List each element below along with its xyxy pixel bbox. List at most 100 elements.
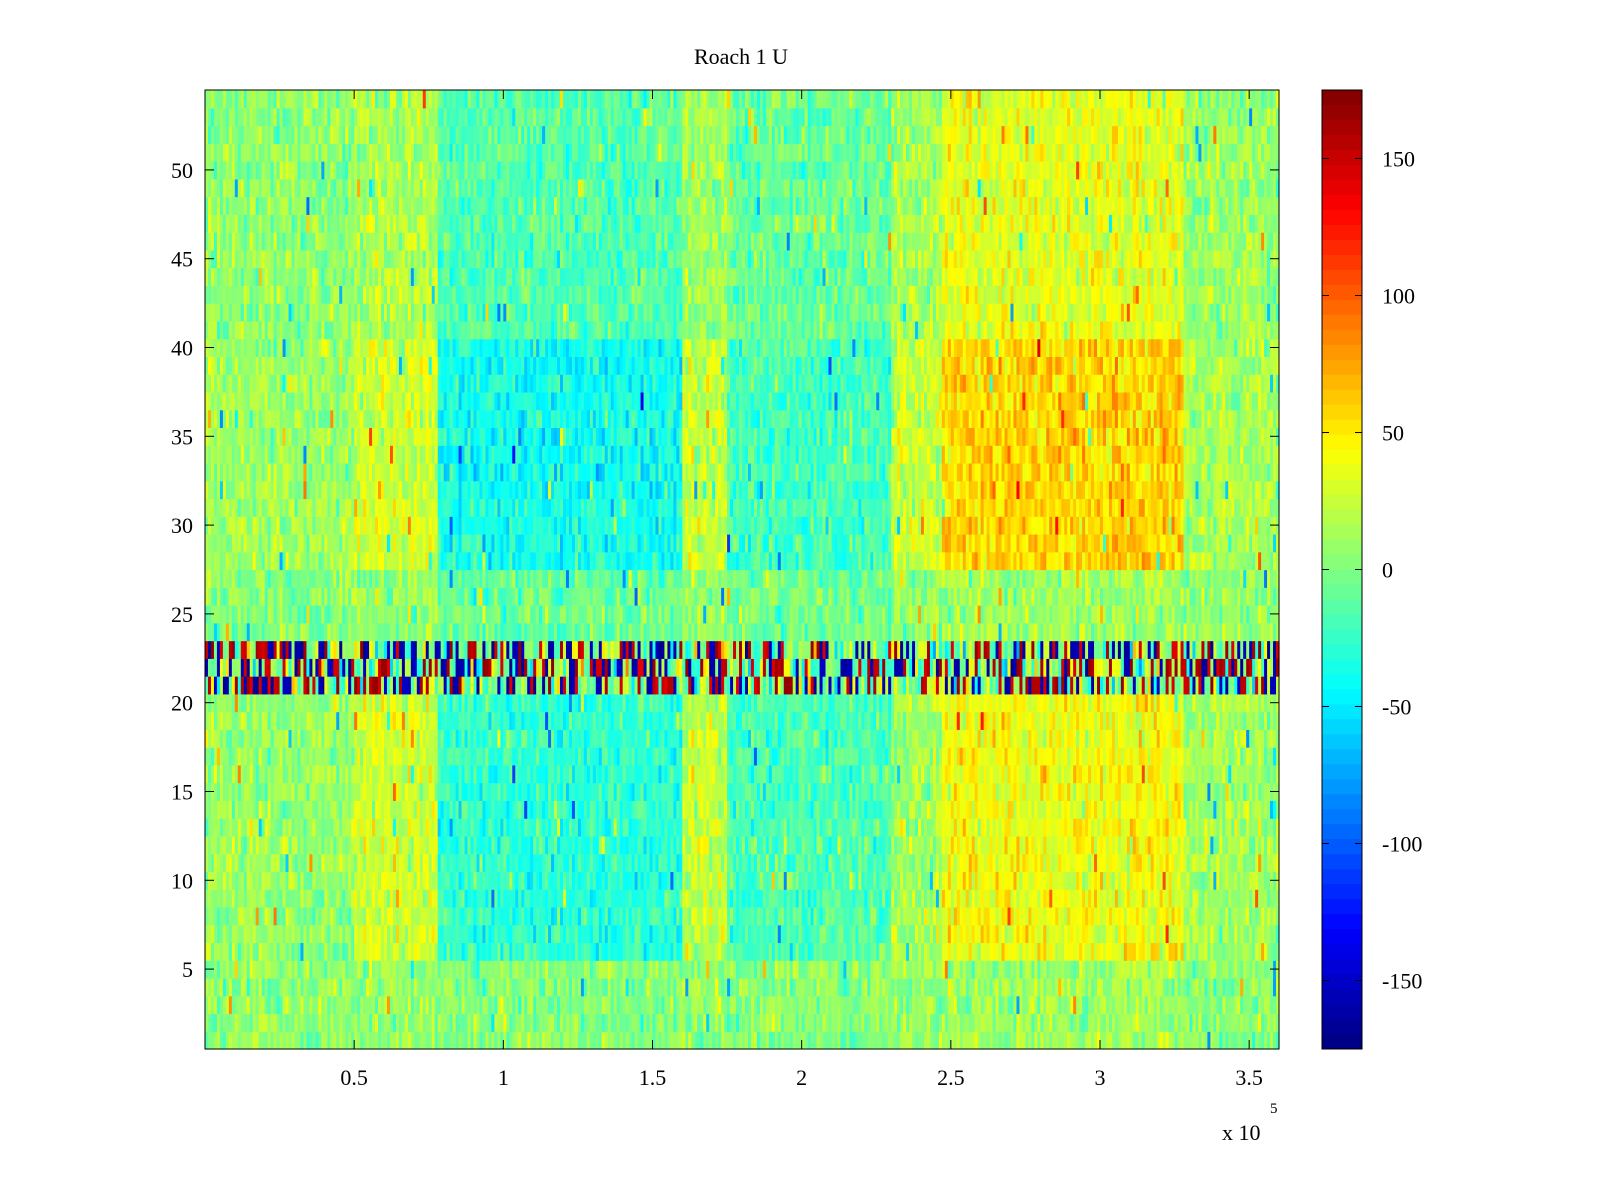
heatmap-cell bbox=[398, 800, 403, 819]
heatmap-cell bbox=[586, 1031, 591, 1050]
heatmap-cell bbox=[258, 977, 263, 997]
heatmap-cell bbox=[1201, 835, 1206, 855]
heatmap-cell bbox=[1067, 977, 1071, 997]
heatmap-cell bbox=[1270, 853, 1274, 873]
heatmap-cell bbox=[1067, 942, 1071, 961]
heatmap-cell bbox=[416, 889, 421, 908]
heatmap-cell bbox=[959, 960, 964, 979]
heatmap-cell bbox=[267, 853, 272, 873]
heatmap-cell bbox=[580, 995, 585, 1015]
heatmap-cell bbox=[885, 942, 889, 961]
heatmap-cell bbox=[386, 835, 391, 855]
heatmap-cell bbox=[944, 818, 949, 837]
heatmap-cell bbox=[971, 960, 976, 979]
heatmap-cell bbox=[700, 960, 704, 979]
heatmap-cell bbox=[237, 889, 242, 908]
heatmap-cell bbox=[1237, 853, 1241, 873]
heatmap-cell bbox=[476, 853, 481, 873]
heatmap-cell bbox=[1076, 889, 1080, 908]
heatmap-cell bbox=[1013, 977, 1018, 997]
heatmap-cell bbox=[413, 853, 418, 873]
heatmap-cell bbox=[894, 942, 898, 961]
heatmap-cell bbox=[816, 906, 821, 926]
heatmap-cell bbox=[894, 1031, 898, 1050]
heatmap-cell bbox=[1105, 889, 1110, 908]
heatmap-cell bbox=[1246, 1031, 1250, 1050]
heatmap-cell bbox=[918, 924, 922, 944]
heatmap-cell bbox=[840, 960, 845, 979]
heatmap-cell bbox=[500, 1013, 504, 1032]
heatmap-cell bbox=[1216, 818, 1220, 837]
heatmap-cell bbox=[813, 835, 818, 855]
heatmap-cell bbox=[742, 889, 746, 908]
heatmap-cell bbox=[342, 835, 346, 855]
heatmap-cell bbox=[1052, 871, 1056, 890]
heatmap-cell bbox=[810, 853, 815, 873]
heatmap-cell bbox=[300, 1031, 305, 1050]
heatmap-cell bbox=[1046, 871, 1050, 890]
heatmap-cell bbox=[1249, 995, 1253, 1015]
heatmap-cell bbox=[515, 800, 519, 819]
heatmap-cell bbox=[1207, 818, 1211, 837]
heatmap-cell bbox=[846, 871, 850, 890]
heatmap-cell bbox=[956, 960, 961, 979]
heatmap-cell bbox=[756, 977, 761, 997]
heatmap-cell bbox=[1108, 818, 1113, 837]
heatmap-cell bbox=[285, 1031, 290, 1050]
heatmap-cell bbox=[843, 942, 848, 961]
heatmap-cell bbox=[783, 1031, 788, 1050]
heatmap-cell bbox=[1210, 942, 1214, 961]
heatmap-cell bbox=[563, 995, 567, 1015]
heatmap-cell bbox=[527, 818, 531, 837]
heatmap-cell bbox=[1153, 853, 1158, 873]
heatmap-cell bbox=[536, 1013, 540, 1032]
heatmap-cell bbox=[795, 924, 800, 944]
heatmap-cell bbox=[443, 853, 448, 873]
heatmap-cell bbox=[473, 889, 478, 908]
heatmap-cell bbox=[539, 942, 543, 961]
heatmap-cell bbox=[915, 818, 919, 837]
heatmap-cell bbox=[476, 977, 481, 997]
heatmap-cell bbox=[631, 889, 636, 908]
heatmap-cell bbox=[616, 871, 621, 890]
heatmap-cell bbox=[327, 995, 331, 1015]
heatmap-cell bbox=[237, 835, 242, 855]
heatmap-cell bbox=[992, 853, 997, 873]
heatmap-cell bbox=[440, 960, 445, 979]
heatmap-cell bbox=[771, 942, 776, 961]
heatmap-cell bbox=[1276, 977, 1280, 997]
heatmap-cell bbox=[1243, 1013, 1247, 1032]
heatmap-cell bbox=[873, 871, 877, 890]
heatmap-cell bbox=[455, 818, 460, 837]
heatmap-cell bbox=[521, 924, 525, 944]
heatmap-cell bbox=[959, 1031, 964, 1050]
heatmap-cell bbox=[333, 871, 337, 890]
heatmap-cell bbox=[915, 853, 919, 873]
heatmap-cell bbox=[452, 924, 457, 944]
heatmap-cell bbox=[607, 871, 612, 890]
heatmap-cell bbox=[568, 800, 573, 819]
heatmap-cell bbox=[795, 960, 800, 979]
heatmap-cell bbox=[1126, 800, 1131, 819]
heatmap-cell bbox=[1252, 1031, 1256, 1050]
heatmap-cell bbox=[452, 853, 457, 873]
heatmap-cell bbox=[554, 1031, 558, 1050]
heatmap-cell bbox=[1162, 1031, 1167, 1050]
heatmap-cell bbox=[1159, 835, 1164, 855]
heatmap-cell bbox=[1058, 942, 1062, 961]
heatmap-cell bbox=[1102, 1031, 1107, 1050]
heatmap-cell bbox=[488, 942, 492, 961]
heatmap-cell bbox=[1213, 977, 1217, 997]
heatmap-cell bbox=[589, 1013, 594, 1032]
heatmap-cell bbox=[446, 906, 451, 926]
heatmap-cell bbox=[351, 871, 355, 890]
heatmap-cell bbox=[270, 977, 275, 997]
heatmap-cell bbox=[768, 853, 773, 873]
heatmap-cell bbox=[897, 995, 901, 1015]
heatmap-cell bbox=[926, 1013, 931, 1032]
heatmap-cell bbox=[1249, 889, 1253, 908]
heatmap-cell bbox=[419, 977, 424, 997]
heatmap-cell bbox=[381, 1031, 385, 1050]
heatmap-cell bbox=[452, 818, 457, 837]
heatmap-cell bbox=[551, 1031, 555, 1050]
